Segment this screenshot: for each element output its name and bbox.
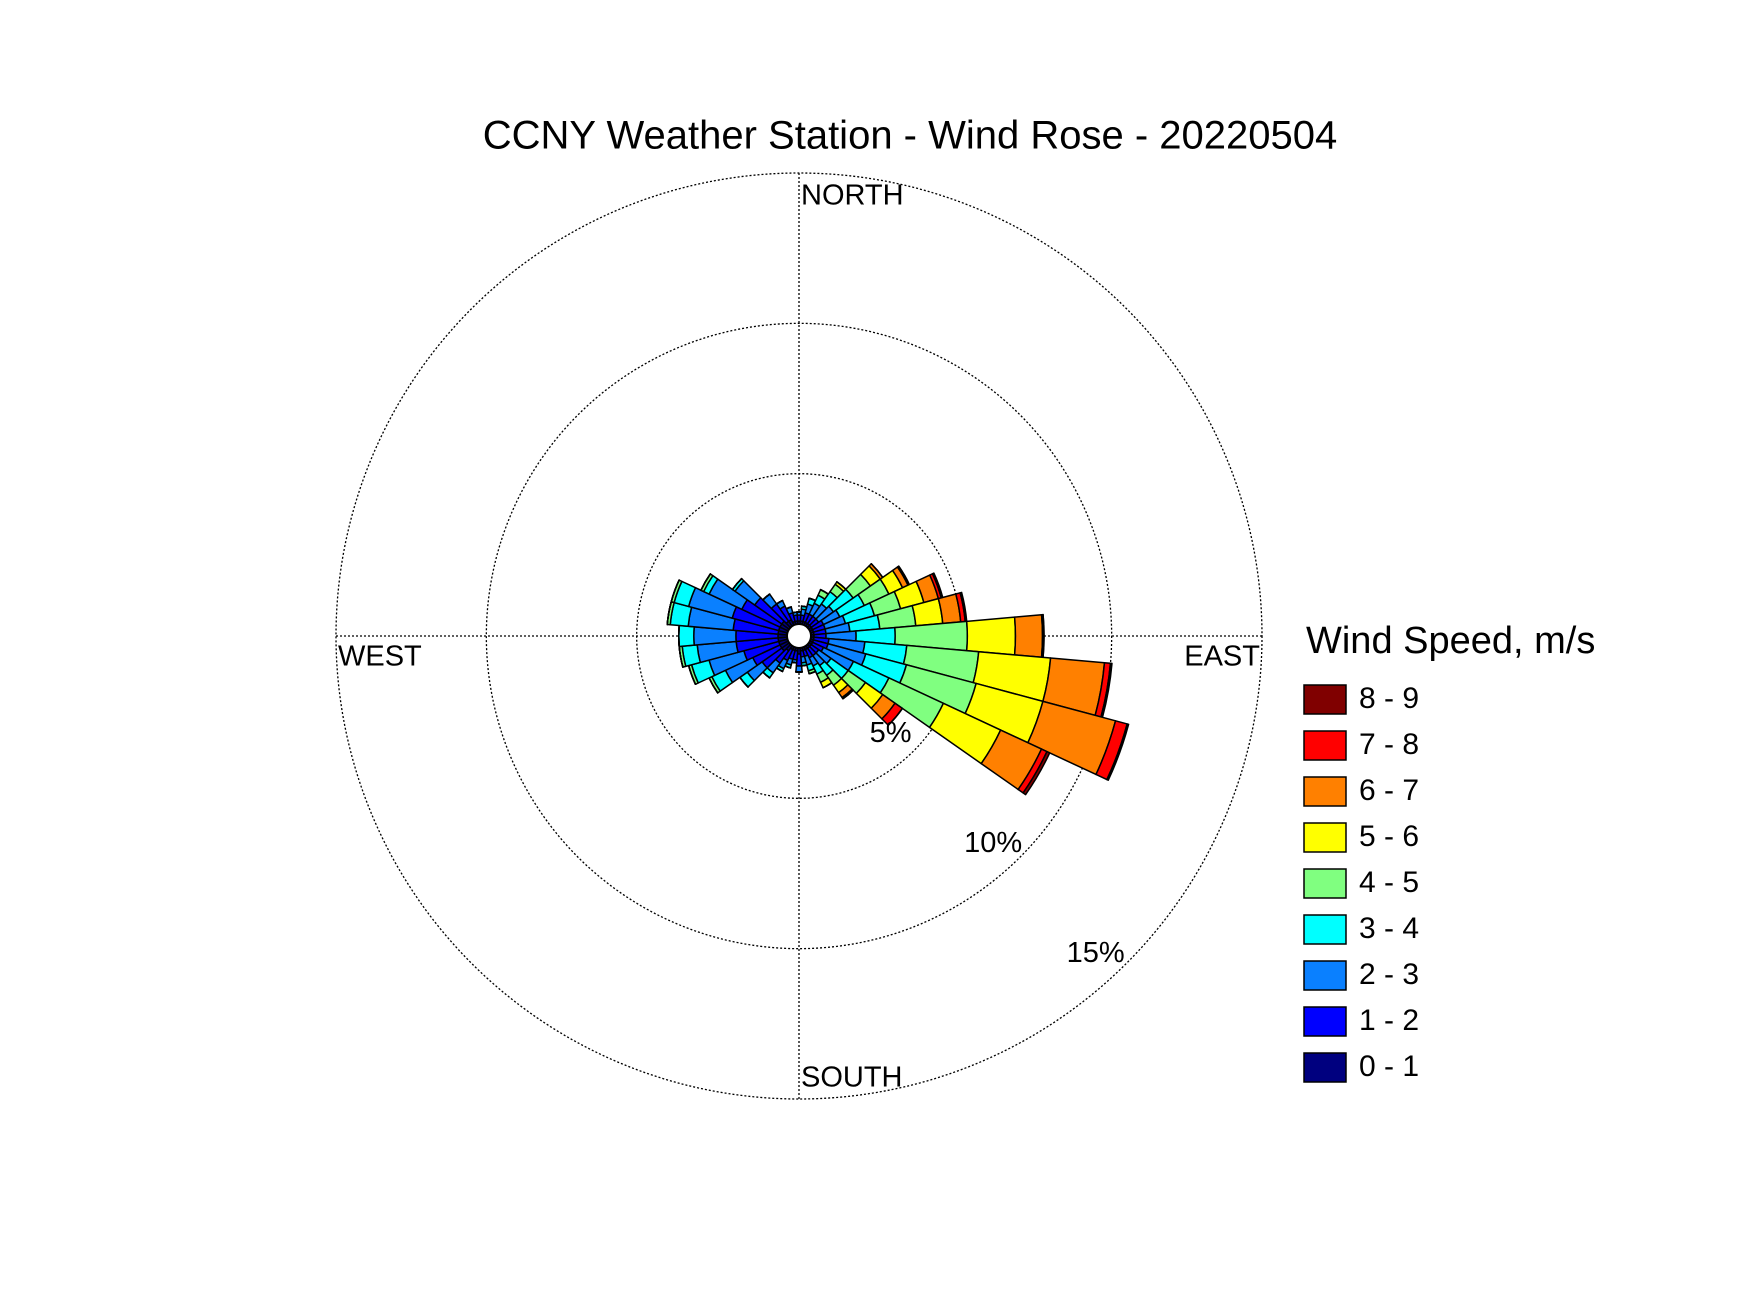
wedge	[670, 579, 680, 603]
wedge	[800, 664, 808, 667]
legend-swatch	[1303, 868, 1347, 899]
wedge	[731, 577, 743, 591]
wedge	[795, 665, 803, 673]
legend-title: Wind Speed, m/s	[1306, 620, 1595, 662]
legend-swatch	[1303, 914, 1347, 945]
wedge	[1013, 614, 1044, 658]
legend-label: 1 - 2	[1359, 1004, 1419, 1037]
legend-swatch	[1303, 822, 1347, 853]
legend-label: 5 - 6	[1359, 820, 1419, 853]
legend-label: 4 - 5	[1359, 866, 1419, 899]
legend-label: 8 - 9	[1359, 682, 1419, 715]
wedge	[1106, 723, 1130, 781]
chart-title: CCNY Weather Station - Wind Rose - 20220…	[483, 114, 1338, 158]
legend-swatch	[1303, 1052, 1347, 1083]
legend-swatch	[1303, 960, 1347, 991]
compass-label: WEST	[338, 641, 422, 673]
wedge	[762, 593, 771, 601]
r-tick-label: 5%	[870, 717, 912, 749]
wedge	[965, 616, 1017, 656]
wedge	[887, 707, 904, 727]
wedge	[700, 573, 712, 592]
wedge	[822, 682, 833, 689]
wedge	[842, 689, 854, 700]
legend-label: 2 - 3	[1359, 958, 1419, 991]
legend-label: 6 - 7	[1359, 774, 1419, 807]
wedge	[785, 606, 792, 610]
wedge	[1022, 750, 1051, 796]
wedge	[678, 624, 695, 648]
grid-ring	[485, 322, 1113, 950]
wedge	[792, 611, 798, 614]
legend-swatch	[1303, 1006, 1347, 1037]
r-tick-label: 15%	[1067, 937, 1125, 969]
legend-label: 7 - 8	[1359, 728, 1419, 761]
legend-label: 0 - 1	[1359, 1050, 1419, 1083]
legend-swatch	[1303, 684, 1347, 715]
wedge	[808, 670, 817, 675]
compass-label: SOUTH	[801, 1062, 903, 1094]
wedge	[775, 599, 784, 605]
center-hole	[786, 623, 812, 649]
compass-label: EAST	[1184, 641, 1260, 673]
r-tick-label: 10%	[964, 827, 1022, 859]
compass-label: NORTH	[801, 180, 904, 212]
wedge	[800, 605, 808, 608]
legend-label: 3 - 4	[1359, 912, 1419, 945]
legend-swatch	[1303, 730, 1347, 761]
legend-swatch	[1303, 776, 1347, 807]
